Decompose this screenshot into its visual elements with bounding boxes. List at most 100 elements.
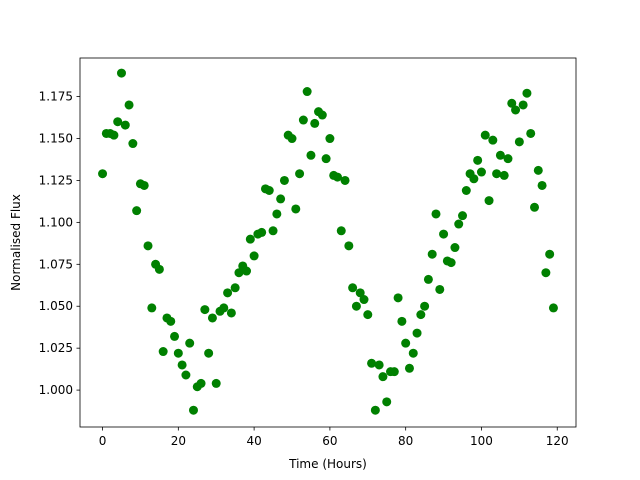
point bbox=[291, 204, 301, 214]
point bbox=[401, 338, 411, 348]
point bbox=[124, 100, 134, 110]
point bbox=[363, 310, 373, 320]
point bbox=[188, 405, 198, 415]
point bbox=[306, 150, 316, 160]
point bbox=[374, 360, 384, 370]
point bbox=[120, 120, 130, 130]
point bbox=[211, 378, 221, 388]
point bbox=[340, 175, 350, 185]
y-tick-label: 1.025 bbox=[39, 341, 73, 355]
point bbox=[249, 251, 259, 261]
point bbox=[389, 367, 399, 377]
point bbox=[98, 169, 108, 179]
point bbox=[268, 226, 278, 236]
point bbox=[154, 264, 164, 274]
point bbox=[185, 338, 195, 348]
point bbox=[295, 169, 305, 179]
point bbox=[518, 100, 528, 110]
point bbox=[207, 313, 217, 323]
point bbox=[499, 170, 509, 180]
point bbox=[431, 209, 441, 219]
point bbox=[196, 378, 206, 388]
x-tick-label: 0 bbox=[99, 434, 107, 448]
y-tick-label: 1.150 bbox=[39, 132, 73, 146]
point bbox=[143, 241, 153, 251]
point bbox=[530, 202, 540, 212]
point bbox=[298, 115, 308, 125]
point bbox=[348, 283, 358, 293]
point bbox=[173, 348, 183, 358]
y-tick-label: 1.075 bbox=[39, 257, 73, 271]
point bbox=[139, 180, 149, 190]
point bbox=[226, 308, 236, 318]
point bbox=[317, 110, 327, 120]
point bbox=[332, 172, 342, 182]
point bbox=[450, 243, 460, 253]
point bbox=[264, 186, 274, 196]
point bbox=[245, 234, 255, 244]
point bbox=[302, 87, 312, 97]
point bbox=[382, 397, 392, 407]
point bbox=[177, 360, 187, 370]
point bbox=[458, 211, 468, 221]
point bbox=[355, 288, 365, 298]
point bbox=[537, 180, 547, 190]
point bbox=[158, 347, 168, 357]
y-tick-label: 1.100 bbox=[39, 215, 73, 229]
point bbox=[488, 135, 498, 145]
x-tick-label: 100 bbox=[470, 434, 493, 448]
point bbox=[234, 268, 244, 278]
point bbox=[321, 154, 331, 164]
point bbox=[181, 370, 191, 380]
point bbox=[408, 348, 418, 358]
x-tick-label: 120 bbox=[546, 434, 569, 448]
point bbox=[473, 155, 483, 165]
point bbox=[276, 194, 286, 204]
point bbox=[242, 266, 252, 276]
point bbox=[507, 98, 517, 108]
y-tick-label: 1.000 bbox=[39, 383, 73, 397]
point bbox=[204, 348, 214, 358]
point bbox=[404, 363, 414, 373]
point bbox=[113, 117, 123, 127]
point bbox=[200, 305, 210, 315]
point bbox=[495, 150, 505, 160]
point bbox=[461, 186, 471, 196]
x-tick-label: 80 bbox=[398, 434, 413, 448]
point bbox=[492, 169, 502, 179]
point bbox=[435, 284, 445, 294]
point bbox=[310, 118, 320, 128]
axes-frame bbox=[79, 57, 577, 428]
x-axis-label: Time (Hours) bbox=[288, 457, 367, 471]
point bbox=[476, 167, 486, 177]
point bbox=[420, 301, 430, 311]
point bbox=[446, 258, 456, 268]
point bbox=[514, 137, 524, 147]
point bbox=[132, 206, 142, 216]
point bbox=[378, 372, 388, 382]
point bbox=[541, 268, 551, 278]
point bbox=[359, 295, 369, 305]
point bbox=[223, 288, 233, 298]
point bbox=[427, 249, 437, 259]
point bbox=[454, 219, 464, 229]
point bbox=[147, 303, 157, 313]
point bbox=[522, 88, 532, 98]
point bbox=[351, 301, 361, 311]
point bbox=[548, 303, 558, 313]
y-axis-label: Normalised Flux bbox=[9, 194, 23, 291]
point bbox=[230, 283, 240, 293]
point bbox=[397, 316, 407, 326]
point bbox=[511, 105, 521, 115]
point bbox=[423, 274, 433, 284]
point bbox=[370, 405, 380, 415]
y-tick-label: 1.125 bbox=[39, 173, 73, 187]
point bbox=[416, 310, 426, 320]
y-tick-label: 1.050 bbox=[39, 299, 73, 313]
point bbox=[336, 226, 346, 236]
point bbox=[393, 293, 403, 303]
point bbox=[439, 229, 449, 239]
point bbox=[325, 134, 335, 144]
point bbox=[257, 227, 267, 237]
